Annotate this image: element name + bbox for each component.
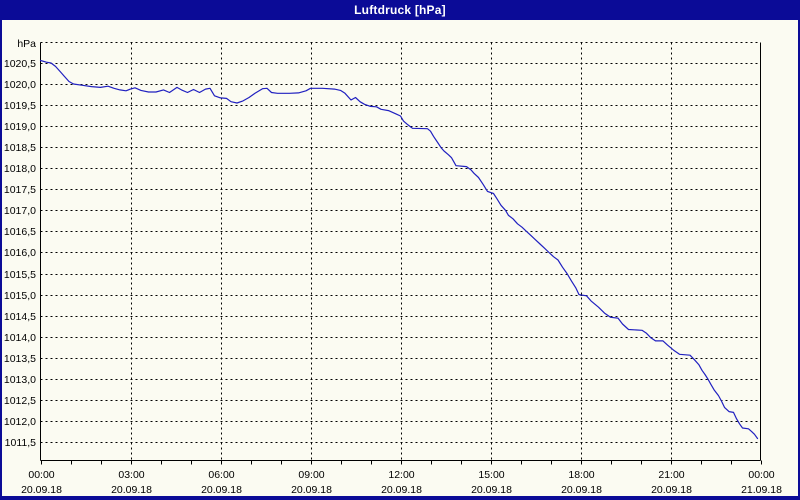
label-layer: 1020,5 1020,0 1019,5 1019,0 1018,5 1018,0 1017… xyxy=(4,58,782,496)
y-tick-label: 1018,0 xyxy=(4,163,36,175)
y-tick-label: 1019,5 xyxy=(4,100,36,112)
y-tick-label: 1013,5 xyxy=(4,353,36,365)
pressure-series xyxy=(39,59,759,440)
y-tick-label: 1014,0 xyxy=(4,332,36,344)
y-tick-label: 1014,5 xyxy=(4,311,36,323)
window-title: Luftdruck [hPa] xyxy=(354,3,446,17)
y-tick-label: 1020,5 xyxy=(4,58,36,70)
x-time-label: 00:00 xyxy=(28,469,54,481)
x-date-label: 20.09.18 xyxy=(291,484,332,496)
title-bar[interactable]: Luftdruck [hPa] xyxy=(0,0,800,20)
y-tick-label: 1019,0 xyxy=(4,121,36,133)
y-tick-label: 1015,5 xyxy=(4,269,36,281)
y-tick-label: 1017,0 xyxy=(4,205,36,217)
y-tick-label: 1020,0 xyxy=(4,79,36,91)
x-date-label: 20.09.18 xyxy=(561,484,602,496)
x-time-label: 06:00 xyxy=(208,469,234,481)
x-date-label: 20.09.18 xyxy=(21,484,62,496)
y-tick-label: 1017,5 xyxy=(4,184,36,196)
series-layer xyxy=(39,59,759,440)
x-date-label: 20.09.18 xyxy=(111,484,152,496)
y-tick-label: 1013,0 xyxy=(4,374,36,386)
x-date-label: 20.09.18 xyxy=(201,484,242,496)
x-date-label: 20.09.18 xyxy=(651,484,692,496)
x-time-label: 03:00 xyxy=(118,469,144,481)
y-tick-label: 1016,0 xyxy=(4,247,36,259)
x-time-label: 09:00 xyxy=(298,469,324,481)
axis-layer xyxy=(40,42,762,465)
x-time-label: 15:00 xyxy=(478,469,504,481)
y-tick-label: 1016,5 xyxy=(4,226,36,238)
chart-canvas xyxy=(2,20,798,496)
y-tick-label: 1012,0 xyxy=(4,416,36,428)
x-time-label: 00:00 xyxy=(748,469,774,481)
y-axis-unit-label: hPa xyxy=(17,38,36,50)
x-time-label: 21:00 xyxy=(658,469,684,481)
x-date-label: 21.09.18 xyxy=(741,484,782,496)
x-time-label: 12:00 xyxy=(388,469,414,481)
y-tick-label: 1012,5 xyxy=(4,395,36,407)
x-time-label: 18:00 xyxy=(568,469,594,481)
y-tick-label: 1018,5 xyxy=(4,142,36,154)
y-tick-label: 1011,5 xyxy=(5,437,36,449)
grid-layer xyxy=(40,42,761,461)
x-date-label: 20.09.18 xyxy=(471,484,512,496)
y-tick-label: 1015,0 xyxy=(4,290,36,302)
x-date-label: 20.09.18 xyxy=(381,484,422,496)
